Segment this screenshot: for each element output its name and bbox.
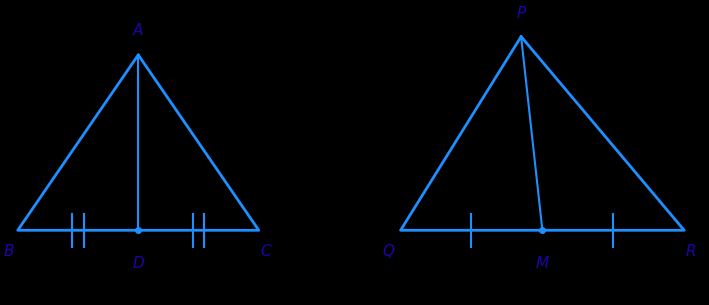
Text: R: R [686,244,696,259]
Text: B: B [4,244,13,259]
Text: P: P [516,6,526,21]
Text: D: D [133,256,144,271]
Text: C: C [261,244,271,259]
Text: M: M [536,256,549,271]
Text: Q: Q [383,244,394,259]
Text: A: A [133,23,143,38]
